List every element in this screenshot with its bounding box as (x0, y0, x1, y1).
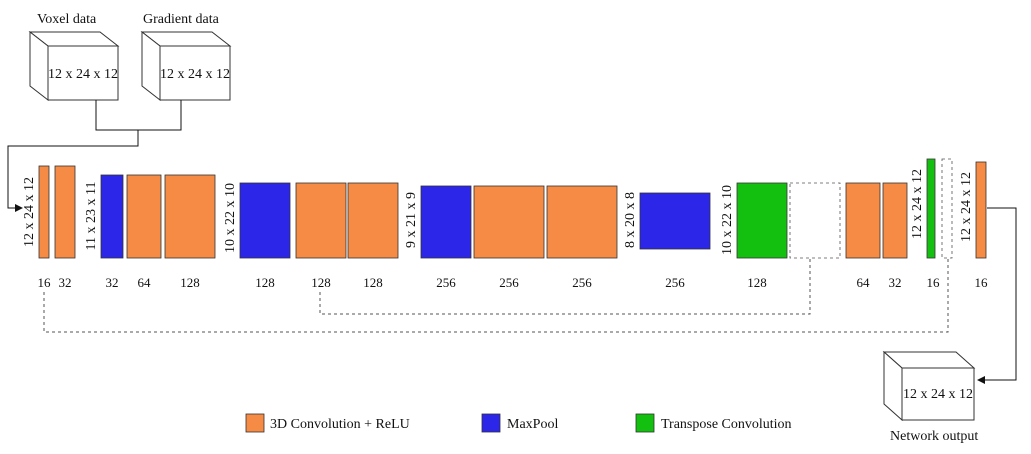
layer-block-conv (546, 185, 618, 259)
dimension-label: 11 x 23 x 11 (84, 182, 99, 251)
layer-channels-label: 16 (38, 275, 52, 290)
voxel-input-cube: Voxel data 12 x 24 x 12 (28, 12, 120, 102)
layer-block-conv (54, 165, 76, 259)
layer-channels-label: 128 (363, 275, 383, 290)
network-output-dims: 12 x 24 x 12 (903, 387, 973, 402)
layer-block-conv (126, 174, 162, 259)
output-connector (977, 207, 1017, 384)
layer-block-conv (347, 182, 399, 259)
layer-channels-label: 128 (747, 275, 767, 290)
network-output-cube: 12 x 24 x 12 Network output (882, 350, 978, 444)
voxel-input-dims: 12 x 24 x 12 (48, 67, 118, 82)
gradient-input-title: Gradient data (143, 12, 220, 27)
layer-block-conv (845, 182, 881, 259)
layer-block-pool (100, 174, 124, 259)
layer-block-transpose (926, 158, 936, 259)
dimension-label: 10 x 22 x 10 (223, 183, 238, 253)
layer-block-pool (420, 185, 472, 259)
layer-block-pool (639, 192, 711, 250)
layer-channels-label: 64 (857, 275, 871, 290)
layer-block-conv (295, 182, 347, 259)
layer-channels-label: 16 (927, 275, 941, 290)
legend-label-maxpool: MaxPool (507, 417, 558, 432)
layer-channels-label: 256 (436, 275, 456, 290)
layer-channels-label: 256 (499, 275, 519, 290)
layer-channels-label: 32 (889, 275, 902, 290)
skip-connection-short (319, 258, 811, 315)
gradient-input-dims: 12 x 24 x 12 (160, 67, 230, 82)
layer-channels-label: 64 (138, 275, 152, 290)
layer-block-conv (164, 174, 216, 259)
layer-channels-label: 32 (59, 275, 72, 290)
layer-block-conv (882, 182, 908, 259)
dimension-label: 12 x 24 x 12 (22, 177, 37, 247)
dimension-label: 9 x 21 x 9 (404, 192, 419, 248)
legend-label-transpose: Transpose Convolution (661, 417, 792, 432)
legend: 3D Convolution + ReLU MaxPool Transpose … (245, 413, 792, 433)
layer-channels-label: 128 (255, 275, 275, 290)
layer-block-conv (38, 165, 50, 259)
network-output-title: Network output (890, 429, 978, 444)
layer-channels-label: 256 (665, 275, 685, 290)
gradient-input-cube: Gradient data 12 x 24 x 12 (140, 12, 232, 102)
dimension-labels: 12 x 24 x 12 11 x 23 x 11 10 x 22 x 10 9 x … (22, 169, 974, 255)
legend-swatch-conv (245, 413, 265, 433)
legend-swatch-maxpool (481, 413, 501, 433)
layer-block-conv (473, 185, 545, 259)
dimension-label: 12 x 24 x 12 (910, 169, 925, 239)
layer-channels-label: 256 (572, 275, 592, 290)
layer-blocks: 16 32 32 64 128 128 128 128 256 256 256 256 128 64 32 1… (38, 158, 989, 290)
layer-channels-label: 32 (106, 275, 119, 290)
layer-channels-label: 128 (180, 275, 200, 290)
layer-channels-label: 16 (975, 275, 989, 290)
input-merge-connector (7, 100, 182, 208)
legend-label-conv: 3D Convolution + ReLU (270, 417, 410, 432)
layer-block-transpose (736, 182, 788, 259)
dimension-label: 10 x 22 x 10 (720, 185, 735, 255)
layer-channels-label: 128 (311, 275, 331, 290)
dimension-label: 8 x 20 x 8 (623, 192, 638, 248)
layer-block-pool (239, 182, 291, 259)
skip-connection-long (43, 258, 949, 333)
voxel-input-title: Voxel data (37, 12, 97, 27)
layer-block-concat (789, 182, 841, 259)
layer-block-conv (975, 161, 987, 259)
layer-block-concat (941, 158, 953, 259)
legend-swatch-transpose (635, 413, 655, 433)
dimension-label: 12 x 24 x 12 (959, 172, 974, 242)
